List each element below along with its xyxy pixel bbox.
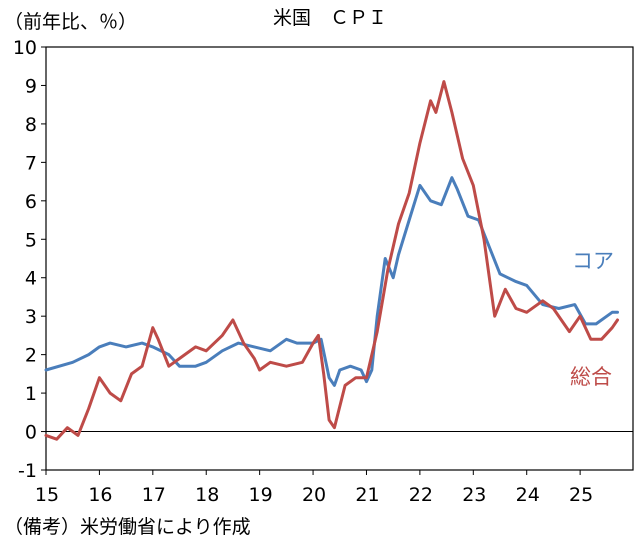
y-tick-label: 6: [25, 191, 37, 213]
x-tick-label: 21: [355, 484, 379, 506]
x-tick-label: 25: [569, 484, 593, 506]
unit-label: （前年比、％）: [4, 11, 137, 33]
series-line-headline: [46, 82, 618, 440]
series-line-core: [46, 178, 618, 386]
x-tick-label: 15: [35, 484, 59, 506]
x-tick-label: 19: [249, 484, 273, 506]
y-tick-label: 5: [25, 229, 37, 251]
y-tick-label: 9: [25, 75, 37, 97]
y-tick-label: 1: [25, 383, 37, 405]
x-tick-label: 22: [409, 484, 433, 506]
series-lines: [46, 82, 618, 440]
x-tick-label: 16: [88, 484, 112, 506]
x-tick-label: 18: [195, 484, 219, 506]
x-tick-label: 20: [302, 484, 326, 506]
x-tick-label: 23: [462, 484, 486, 506]
x-tick-label: 24: [516, 484, 540, 506]
x-tick-label: 17: [142, 484, 166, 506]
chart-title: 米国 ＣＰＩ: [273, 7, 387, 29]
y-tick-label: 7: [25, 152, 37, 174]
y-tick-label: -1: [18, 460, 37, 482]
series-label-headline: 総合: [570, 365, 612, 389]
y-tick-label: 2: [25, 345, 37, 367]
source-note: （備考）米労働省により作成: [4, 516, 251, 538]
y-tick-label: 3: [25, 306, 37, 328]
y-tick-label: 10: [13, 37, 37, 59]
y-tick-label: 4: [25, 268, 37, 290]
y-tick-label: 8: [25, 114, 37, 136]
y-tick-label: 0: [25, 422, 37, 444]
series-label-core: コア: [572, 249, 614, 273]
y-axis-ticks: -1 0 1 2 3 4 5 6 7 8 9 10: [13, 37, 46, 482]
x-axis-ticks: 15 16 17 18 19 20 21 22 23 24 25: [35, 470, 593, 506]
